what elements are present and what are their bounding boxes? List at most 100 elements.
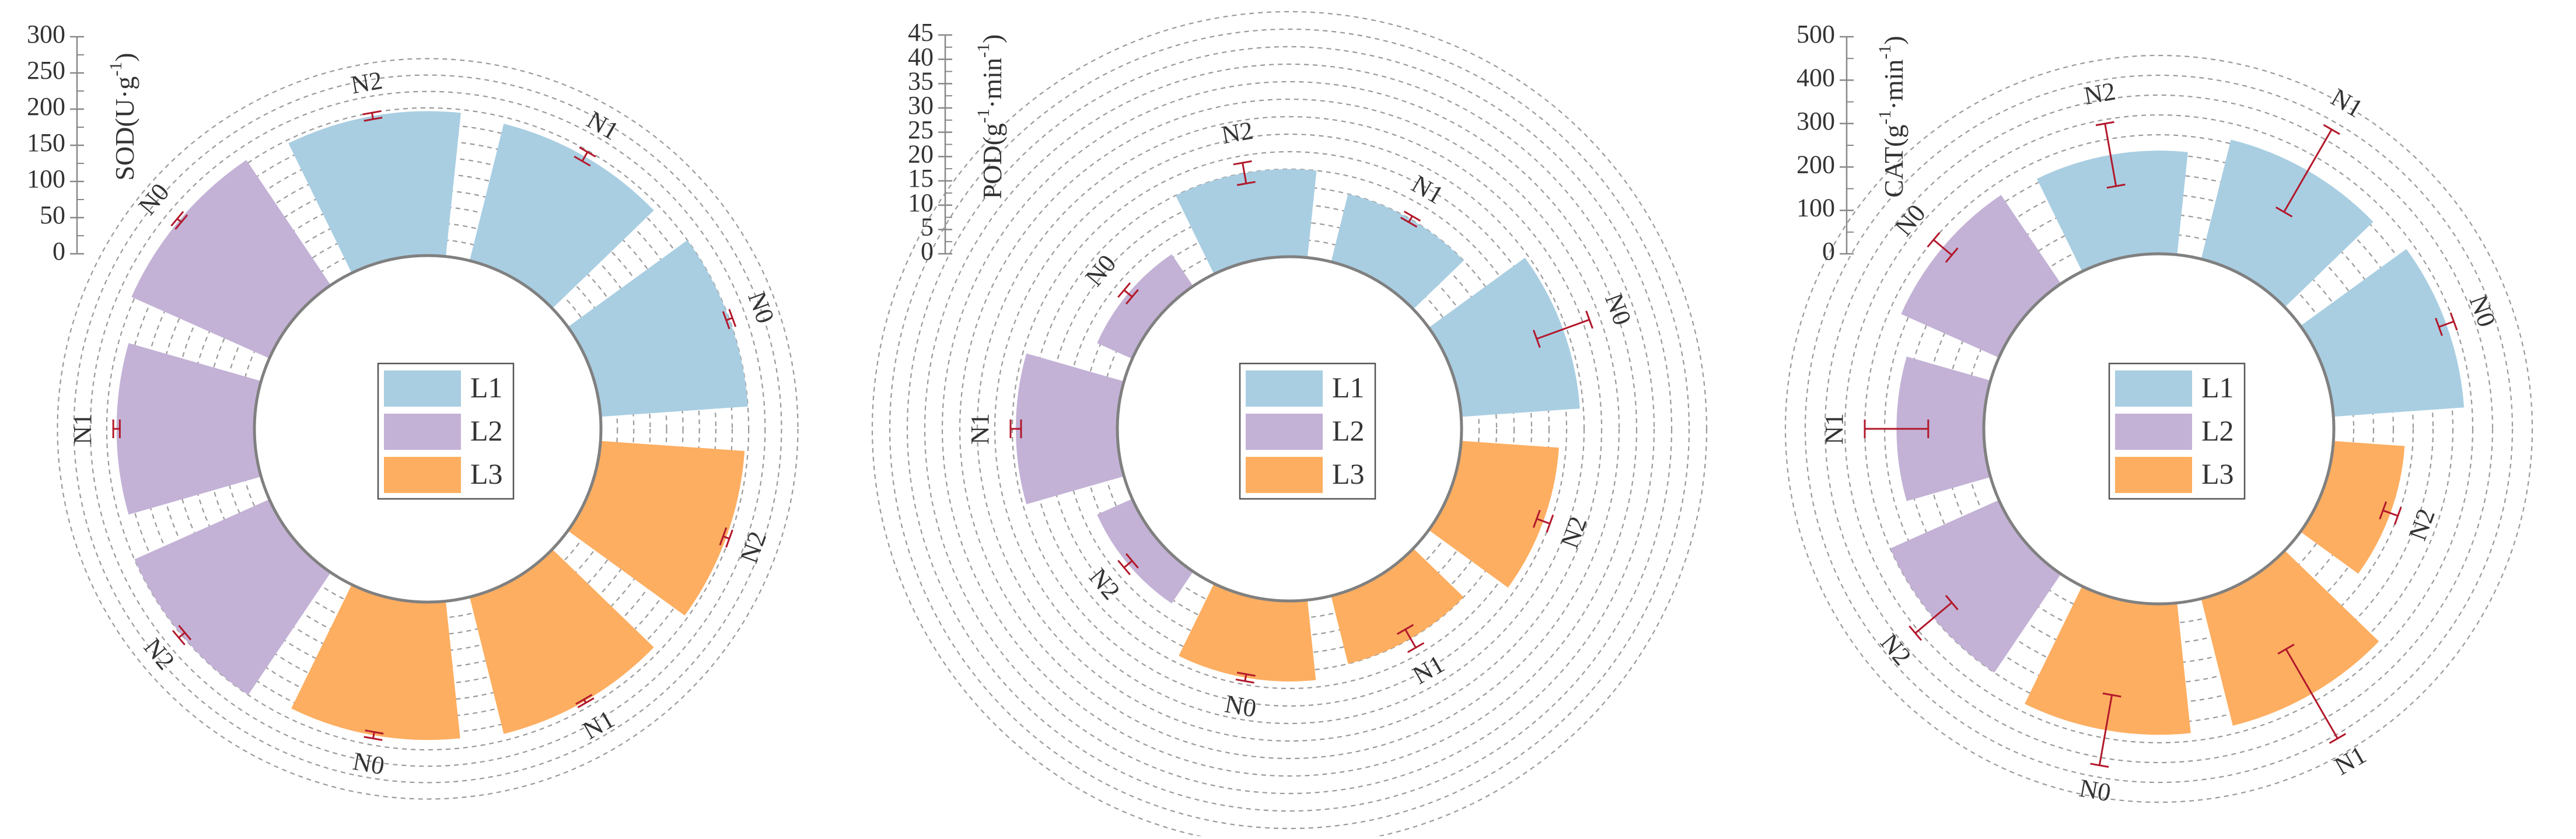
error-cap [363, 736, 383, 741]
error-bar-L2-N2 [178, 632, 186, 639]
grid-ring [106, 107, 750, 751]
bar-L3-N0 [1179, 583, 1316, 681]
y-tick-label: 100 [27, 165, 65, 193]
error-bar-L3-N1 [2285, 648, 2339, 739]
grid-ring [924, 63, 1655, 795]
category-label-L3-N0: N0 [1222, 689, 1258, 723]
category-label-L1-N1: N1 [1407, 169, 1448, 209]
error-cap [1945, 595, 1959, 610]
bar-L1-N0 [2300, 249, 2465, 417]
grid-ring [1844, 114, 2474, 744]
legend-swatch-L3 [1246, 457, 1323, 493]
error-cap [1117, 560, 1131, 576]
y-tick-label: 35 [908, 67, 934, 95]
y-label-end: ) [1879, 36, 1909, 44]
category-label-L1-N0: N0 [742, 288, 780, 327]
legend-label-L3: L3 [2201, 457, 2234, 490]
error-cap [1236, 181, 1256, 186]
chart-1: N2N1N0N2N1N0N2N1N0L1L2L30501001502002503… [27, 20, 799, 800]
y-tick-label: 200 [27, 92, 65, 121]
error-bar-L1-N1 [2283, 129, 2333, 213]
y-tick-label: 10 [908, 188, 934, 217]
grid-ring [959, 98, 1620, 760]
category-label-L3-N0: N0 [2077, 774, 2113, 807]
bar-L3-N2 [2300, 441, 2405, 574]
bar-L1-N0 [568, 240, 748, 417]
category-label-L2-N0: N0 [133, 178, 175, 221]
legend-swatch-L1 [2115, 370, 2192, 407]
y-tick-label: 200 [1796, 150, 1835, 179]
error-cap [2435, 317, 2443, 336]
legend-swatch-L1 [384, 370, 461, 407]
error-bar-L1-N0 [2438, 320, 2455, 328]
error-cap [174, 214, 188, 230]
error-bar-L1-N1 [1408, 215, 1413, 223]
error-bar-L3-N0 [1244, 674, 1247, 681]
bar-L3-N1 [2201, 550, 2379, 726]
error-cap [365, 729, 384, 735]
error-cap [1117, 282, 1131, 298]
y-label-sup: -1 [1875, 110, 1895, 124]
error-cap [1532, 509, 1541, 528]
error-bar-L2-N2 [1914, 602, 1953, 634]
y-tick-label: 50 [40, 201, 65, 229]
error-bar-L3-N1 [1404, 629, 1417, 648]
error-cap [1236, 672, 1256, 677]
grid-ring [941, 81, 1638, 777]
error-cap [2323, 124, 2340, 135]
y-tick-label: 100 [1796, 194, 1835, 222]
grid-ring [204, 205, 651, 652]
category-label-L3-N2: N2 [735, 527, 772, 567]
legend-swatch-L3 [2115, 457, 2192, 493]
y-label-mid: ·min [977, 58, 1007, 109]
bar-L2-N1 [1896, 356, 1991, 501]
bar-L2-N1 [116, 343, 261, 515]
y-tick-label: 150 [27, 128, 65, 157]
y-tick-label: 0 [53, 237, 65, 265]
y-tick-label: 40 [908, 43, 934, 71]
error-cap [2449, 312, 2458, 331]
legend-swatch-L2 [384, 414, 461, 450]
category-label-L2-N2: N2 [1083, 563, 1126, 606]
error-cap [575, 694, 593, 705]
bar-L2-N1 [1015, 353, 1124, 505]
y-tick-label: 5 [921, 212, 934, 241]
y-tick-label: 25 [908, 116, 934, 144]
category-label-L2-N2: N2 [138, 633, 180, 676]
error-cap [172, 630, 186, 646]
y-label-sup: -1 [974, 109, 993, 123]
bar-L1-N2 [1175, 169, 1317, 274]
y-axis-label: CAT(g-1·min-1) [1875, 36, 1908, 197]
category-label-L1-N2: N2 [2082, 76, 2117, 110]
error-bar-L3-N2 [2382, 509, 2399, 517]
legend-swatch-L1 [1246, 370, 1323, 407]
chart-2: N2 N1 N0 N2 N1 N0 N2 N1 N0 L1 L2 L3 0510152025303540… [872, 11, 1707, 839]
legend-label-L2: L2 [470, 414, 503, 447]
bar-L1-N2 [288, 111, 461, 274]
category-label-L2-N0: N0 [1889, 199, 1931, 242]
bar-L2-N2 [134, 499, 331, 695]
bar-L1-N2 [2036, 151, 2188, 272]
chart-3: N2 N1 N0 N2 N1 N0 N2 N1 N0 L1 L2 L3 0 100 200 300 400 500… [1784, 20, 2533, 807]
error-cap [722, 311, 730, 330]
grid-ring [57, 58, 799, 800]
error-cap [1546, 514, 1554, 533]
grid-ring [1784, 54, 2533, 803]
legend: L1 L2 L3 [1239, 362, 1376, 500]
bar-L3-N1 [469, 549, 654, 734]
error-cap [2275, 207, 2293, 218]
legend-label-L1: L1 [1332, 371, 1365, 404]
y-label-main: POD(g [977, 123, 1007, 199]
y-tick-label: 45 [908, 18, 934, 47]
grid-ring [221, 222, 635, 636]
category-label-L1-N2: N2 [349, 66, 385, 100]
grid-ring [73, 74, 782, 784]
error-bar-L2-N0 [1123, 289, 1133, 298]
y-label-end: ) [110, 53, 139, 61]
error-cap [2102, 692, 2121, 698]
y-tick-label: 30 [908, 91, 934, 120]
error-cap [1585, 310, 1593, 329]
grid-ring [872, 11, 1707, 839]
